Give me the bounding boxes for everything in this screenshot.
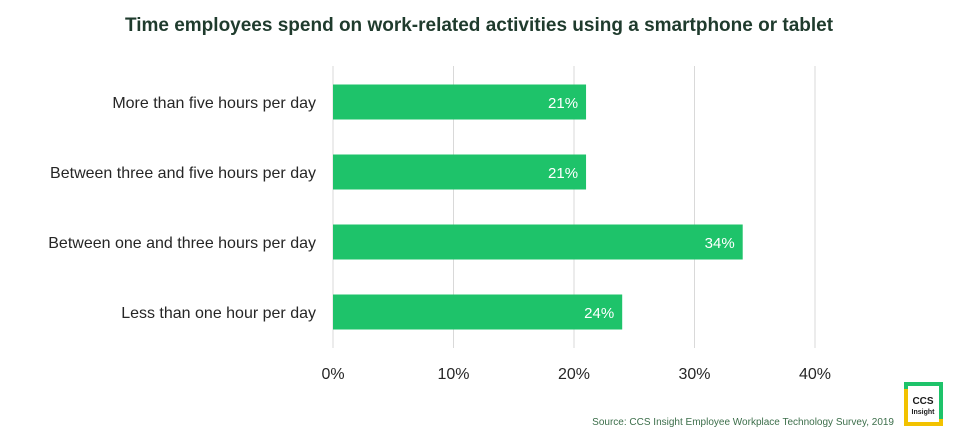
- bar-data-label: 21%: [548, 95, 578, 112]
- x-axis-tick-labels: 0% 10% 20% 30% 40%: [321, 366, 831, 383]
- x-tick-label: 10%: [437, 366, 469, 383]
- bar: [333, 294, 623, 330]
- category-label: Less than one hour per day: [121, 305, 316, 322]
- x-tick-label: 30%: [678, 366, 710, 383]
- category-label: More than five hours per day: [112, 95, 316, 112]
- bar: [333, 84, 587, 120]
- bar-data-label: 21%: [548, 165, 578, 182]
- bar-data-label: 34%: [705, 235, 735, 252]
- category-label: Between one and three hours per day: [48, 235, 316, 252]
- bar: [333, 154, 587, 190]
- x-tick-label: 40%: [799, 366, 831, 383]
- bars: 21% 21% 34% 24%: [333, 84, 743, 330]
- chart-title: Time employees spend on work-related act…: [125, 15, 834, 36]
- x-tick-label: 20%: [558, 366, 590, 383]
- bar-data-label: 24%: [584, 305, 614, 322]
- source-note: Source: CCS Insight Employee Workplace T…: [592, 417, 894, 428]
- logo-line-1: CCS: [912, 396, 933, 407]
- category-labels: More than five hours per day Between thre…: [48, 95, 316, 322]
- bar: [333, 224, 743, 260]
- logo-line-2: Insight: [912, 409, 936, 416]
- category-label: Between three and five hours per day: [50, 165, 316, 182]
- x-tick-label: 0%: [321, 366, 344, 383]
- ccs-insight-logo: CCS Insight: [904, 382, 943, 426]
